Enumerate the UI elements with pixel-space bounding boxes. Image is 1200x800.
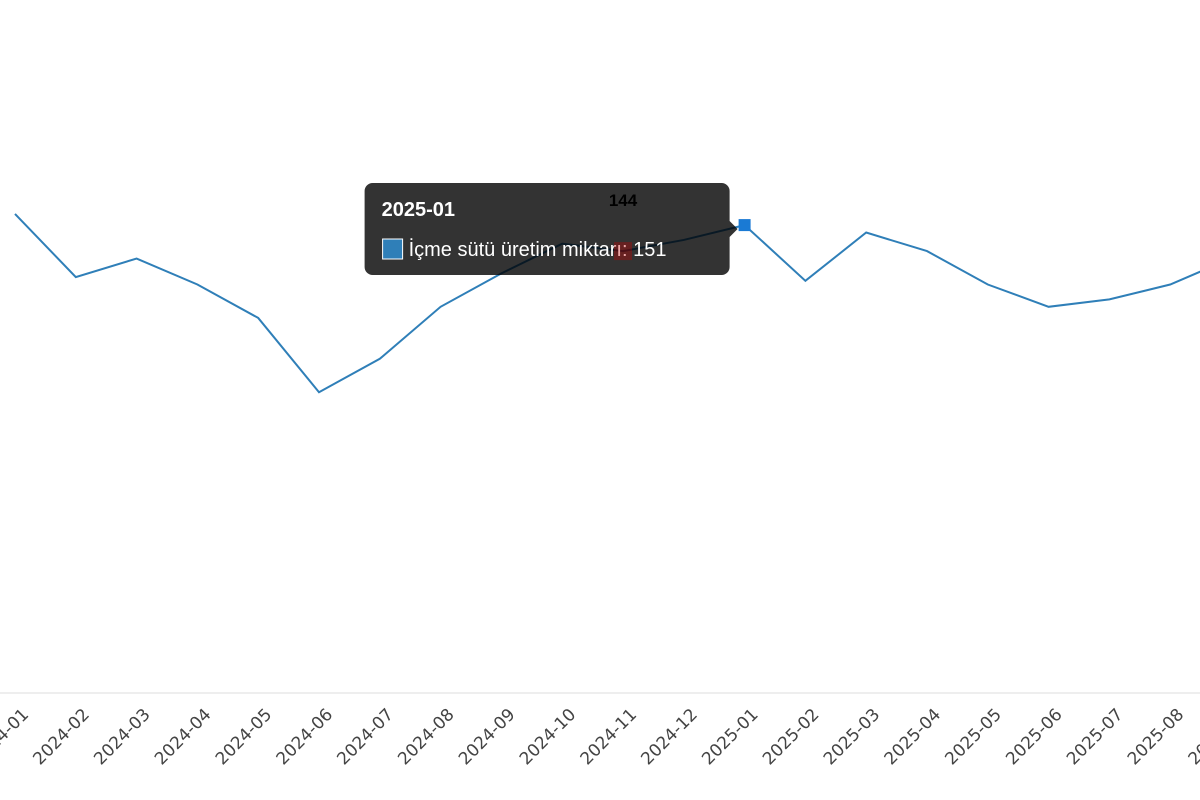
x-tick-label: 2025-02 bbox=[759, 705, 823, 769]
x-tick-label: 2024-12 bbox=[637, 705, 701, 769]
x-tick-label: 2024-05 bbox=[212, 705, 276, 769]
x-tick-label: 2024-08 bbox=[394, 705, 458, 769]
x-tick-label: 2025-04 bbox=[881, 705, 945, 769]
separator: : bbox=[622, 239, 633, 261]
tooltip-box bbox=[364, 183, 738, 275]
tooltip-swatch bbox=[382, 238, 404, 260]
x-tick-label: 2025-05 bbox=[941, 705, 1005, 769]
data-label: 144 bbox=[609, 191, 638, 210]
x-tick-label: 2025-01 bbox=[698, 705, 762, 769]
x-tick-label: 2025-09 bbox=[1185, 705, 1200, 769]
x-tick-label: 2024-11 bbox=[577, 705, 641, 769]
tooltip-title: 2025-01 bbox=[382, 199, 455, 221]
x-tick-label: 2024-10 bbox=[516, 705, 580, 769]
x-tick-label: 2024-04 bbox=[151, 705, 215, 769]
x-tick-label: 2024-07 bbox=[333, 705, 397, 769]
series-name: İçme sütü üretim miktarı bbox=[409, 238, 622, 261]
x-tick-label: 2024-01 bbox=[0, 705, 33, 769]
x-tick-label: 2025-08 bbox=[1124, 705, 1188, 769]
x-tick-label: 2024-02 bbox=[29, 705, 93, 769]
point bbox=[614, 242, 632, 261]
hover-point bbox=[738, 219, 751, 232]
x-tick-label: 2024-06 bbox=[273, 705, 337, 769]
tooltip: 2025-01 İçme sütü üretim miktarı: 151 bbox=[364, 183, 738, 275]
x-tick-label: 2024-03 bbox=[90, 705, 154, 769]
x-tick-label: 2025-06 bbox=[1002, 705, 1066, 769]
x-tick-label: 2025-07 bbox=[1063, 705, 1127, 769]
tooltip-label: İçme sütü üretim miktarı: 151 bbox=[409, 238, 667, 261]
tooltip-value: 151 bbox=[633, 239, 666, 261]
x-tick-label: 2025-03 bbox=[820, 705, 884, 769]
x-tick-label: 2024-09 bbox=[455, 705, 519, 769]
